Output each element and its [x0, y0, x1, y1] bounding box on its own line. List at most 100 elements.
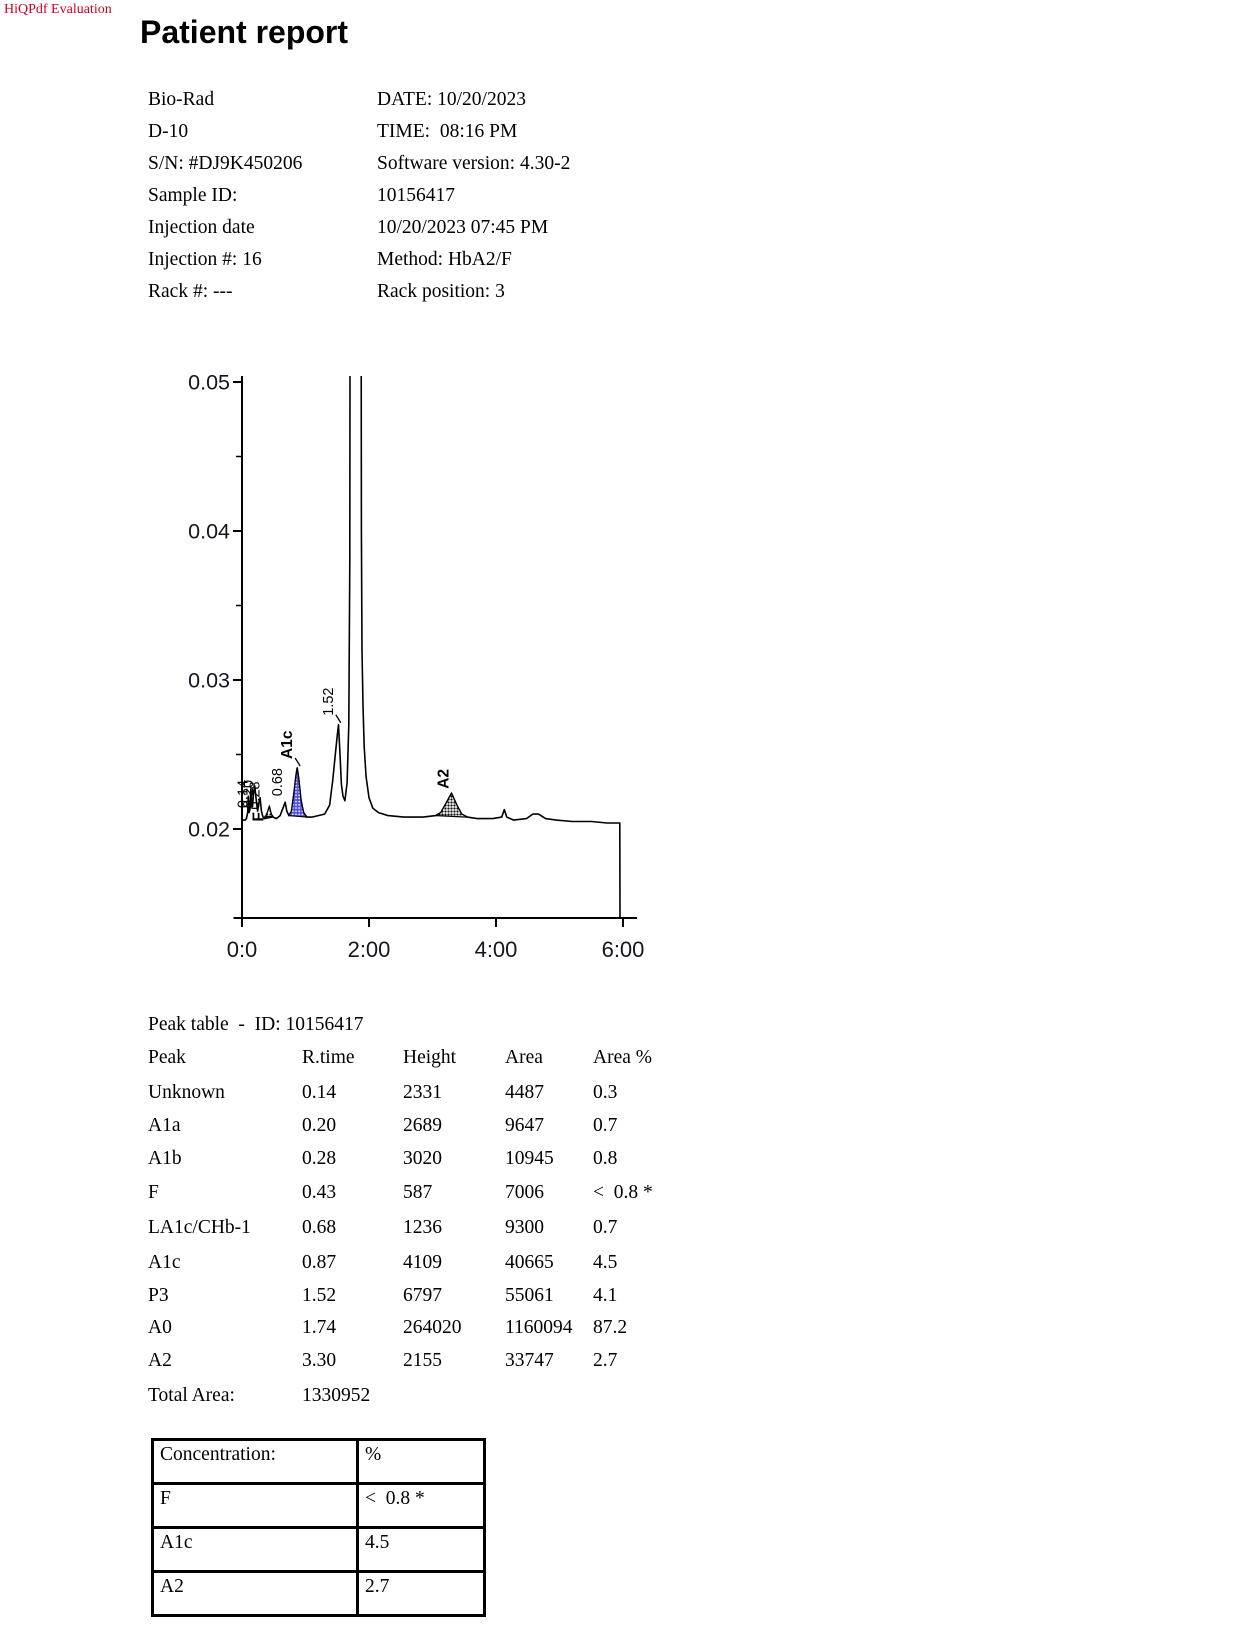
- concentration-cell-0-1: %: [356, 1438, 486, 1485]
- concentration-cell-1-0: F: [151, 1482, 359, 1529]
- peak-row-5-cell-1: 0.87: [302, 1252, 337, 1273]
- peak-row-8-cell-0: A2: [148, 1350, 172, 1371]
- peak-row-2-cell-4: 0.8: [593, 1148, 618, 1169]
- info-label-line-4: Injection date: [148, 217, 255, 238]
- info-label-line-5: Injection #: 16: [148, 249, 262, 270]
- info-label-line-6: Rack #: ---: [148, 281, 233, 302]
- peak-row-4-cell-0: LA1c/CHb-1: [148, 1217, 251, 1238]
- peak-label-a2: A2: [435, 769, 452, 789]
- info-label-line-1: D-10: [148, 121, 189, 142]
- peak-row-5-cell-4: 4.5: [593, 1252, 618, 1273]
- peak-table-heading: Peak table - ID: 10156417: [148, 1014, 364, 1035]
- peak-label-a1c: A1c: [279, 730, 296, 759]
- peak-row-0-cell-1: 0.14: [302, 1082, 337, 1103]
- peak-table-header-4: Area %: [593, 1047, 653, 1068]
- peak-label-020: 0.20: [241, 780, 257, 808]
- peak-fill-a2: [433, 791, 468, 818]
- info-value-line-3: 10156417: [377, 185, 455, 206]
- peak-row-2-cell-3: 10945: [505, 1148, 554, 1169]
- peak-row-5-cell-0: A1c: [148, 1252, 181, 1273]
- peak-row-6-cell-1: 1.52: [302, 1285, 337, 1306]
- info-value-line-5: Method: HbA2/F: [377, 249, 512, 270]
- page-title: Patient report: [140, 14, 349, 50]
- concentration-table: Concentration:% F < 0.8 * A1c 4.5 A2 2.7: [151, 1438, 486, 1617]
- info-value-line-4: 10/20/2023 07:45 PM: [377, 217, 549, 238]
- peak-row-2-cell-1: 0.28: [302, 1148, 337, 1169]
- peak-row-1-cell-3: 9647: [505, 1115, 544, 1136]
- peak-row-7-cell-4: 87.2: [593, 1317, 628, 1338]
- peak-label-152: 1.52: [321, 688, 337, 716]
- y-tick-label-2: 0.03: [188, 669, 230, 693]
- concentration-row-3: A2 2.7: [151, 1570, 486, 1617]
- peak-row-7-cell-3: 1160094: [505, 1317, 573, 1338]
- x-tick-label-3: 6:00: [602, 937, 645, 962]
- peak-row-6-cell-3: 55061: [505, 1285, 554, 1306]
- chromatogram-curve: [241, 376, 621, 919]
- peak-label-leader: [294, 757, 301, 767]
- concentration-row-1: F < 0.8 *: [151, 1482, 486, 1529]
- info-value-line-2: Software version: 4.30-2: [377, 153, 571, 174]
- peak-row-3-cell-1: 0.43: [302, 1182, 337, 1203]
- x-tick-label-2: 4:00: [475, 937, 518, 962]
- peak-table-header-0: Peak: [148, 1047, 186, 1068]
- concentration-row-2: A1c 4.5: [151, 1526, 486, 1573]
- peak-row-4-cell-3: 9300: [505, 1217, 544, 1238]
- info-label-line-2: S/N: #DJ9K450206: [148, 153, 303, 174]
- peak-row-8-cell-2: 2155: [403, 1350, 442, 1371]
- peak-row-0-cell-3: 4487: [505, 1082, 544, 1103]
- peak-row-3-cell-0: F: [148, 1182, 159, 1203]
- peak-row-1-cell-4: 0.7: [593, 1115, 618, 1136]
- peak-label-leader: [335, 714, 342, 724]
- concentration-cell-1-1: < 0.8 *: [356, 1482, 486, 1529]
- concentration-cell-3-1: 2.7: [356, 1570, 486, 1617]
- peak-row-1-cell-2: 2689: [403, 1115, 442, 1136]
- total-area-label: Total Area:: [148, 1385, 235, 1406]
- concentration-row-0: Concentration:%: [151, 1438, 486, 1485]
- peak-row-6-cell-4: 4.1: [593, 1285, 618, 1306]
- hiqpdf-evaluation-watermark: HiQPdf Evaluation: [4, 2, 112, 17]
- total-area-value: 1330952: [302, 1385, 371, 1406]
- peak-row-4-cell-2: 1236: [403, 1217, 442, 1238]
- peak-row-1-cell-0: A1a: [148, 1115, 181, 1136]
- peak-row-3-cell-3: 7006: [505, 1182, 544, 1203]
- peak-row-2-cell-2: 3020: [403, 1148, 442, 1169]
- peak-row-8-cell-1: 3.30: [302, 1350, 337, 1371]
- y-tick-label-1: 0.04: [188, 520, 230, 544]
- peak-fill-a1c: [288, 767, 309, 818]
- peak-row-3-cell-4: < 0.8 *: [593, 1182, 653, 1203]
- peak-row-0-cell-2: 2331: [403, 1082, 442, 1103]
- peak-row-6-cell-2: 6797: [403, 1285, 442, 1306]
- x-tick-label-0: 0:0: [227, 937, 258, 962]
- info-value-line-0: DATE: 10/20/2023: [377, 89, 526, 110]
- info-label-line-0: Bio-Rad: [148, 89, 215, 110]
- x-tick-label-1: 2:00: [348, 937, 391, 962]
- peak-row-5-cell-2: 4109: [403, 1252, 442, 1273]
- peak-label-028: 0.28: [247, 781, 263, 809]
- peak-row-7-cell-1: 1.74: [302, 1317, 337, 1338]
- peak-row-5-cell-3: 40665: [505, 1252, 554, 1273]
- peak-row-7-cell-2: 264020: [403, 1317, 462, 1338]
- y-tick-label-0: 0.05: [188, 371, 230, 395]
- peak-row-6-cell-0: P3: [148, 1285, 169, 1306]
- peak-label-014: 0.14: [235, 780, 251, 808]
- concentration-cell-2-0: A1c: [151, 1526, 359, 1573]
- peak-row-4-cell-4: 0.7: [593, 1217, 618, 1238]
- concentration-cell-3-0: A2: [151, 1570, 359, 1617]
- peak-row-4-cell-1: 0.68: [302, 1217, 337, 1238]
- concentration-cell-0-0: Concentration:: [151, 1438, 359, 1485]
- peak-row-0-cell-4: 0.3: [593, 1082, 618, 1103]
- peak-label-068: 0.68: [270, 768, 286, 796]
- peak-label-f: F: [250, 812, 267, 821]
- info-value-line-1: TIME: 08:16 PM: [377, 121, 518, 142]
- peak-row-8-cell-4: 2.7: [593, 1350, 618, 1371]
- info-label-line-3: Sample ID:: [148, 185, 238, 206]
- peak-table-header-1: R.time: [302, 1047, 355, 1068]
- peak-row-8-cell-3: 33747: [505, 1350, 554, 1371]
- peak-table-header-2: Height: [403, 1047, 457, 1068]
- peak-row-7-cell-0: A0: [148, 1317, 172, 1338]
- concentration-cell-2-1: 4.5: [356, 1526, 486, 1573]
- peak-row-2-cell-0: A1b: [148, 1148, 182, 1169]
- peak-table-header-3: Area: [505, 1047, 543, 1068]
